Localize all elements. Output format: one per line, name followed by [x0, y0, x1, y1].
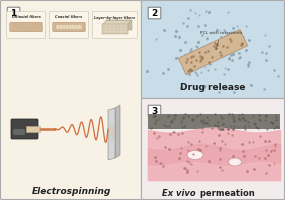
FancyBboxPatch shape: [7, 11, 46, 38]
FancyBboxPatch shape: [14, 130, 24, 134]
Text: Electrospinning: Electrospinning: [31, 188, 111, 196]
Text: Uniaxial fibers: Uniaxial fibers: [12, 16, 40, 20]
Text: Coaxial fibers: Coaxial fibers: [55, 16, 83, 20]
FancyBboxPatch shape: [50, 11, 89, 38]
Polygon shape: [115, 105, 120, 158]
FancyBboxPatch shape: [53, 22, 85, 32]
Ellipse shape: [229, 158, 241, 166]
FancyBboxPatch shape: [26, 126, 40, 132]
Text: PCL with tofacitinib: PCL with tofacitinib: [200, 31, 242, 50]
FancyBboxPatch shape: [141, 98, 284, 200]
FancyBboxPatch shape: [1, 0, 141, 200]
FancyBboxPatch shape: [7, 7, 20, 19]
Polygon shape: [102, 24, 128, 34]
FancyBboxPatch shape: [141, 0, 284, 98]
Polygon shape: [108, 108, 115, 160]
Text: 2: 2: [151, 8, 158, 18]
Text: permeation: permeation: [197, 188, 255, 198]
Text: 1: 1: [10, 8, 17, 18]
Text: 3: 3: [151, 106, 158, 116]
FancyBboxPatch shape: [56, 24, 82, 30]
FancyBboxPatch shape: [148, 7, 161, 19]
Bar: [148, 114, 280, 129]
FancyBboxPatch shape: [93, 11, 137, 38]
Polygon shape: [178, 29, 248, 75]
Text: Ex vivo: Ex vivo: [162, 188, 196, 198]
FancyBboxPatch shape: [10, 22, 42, 32]
Text: Layer-by-layer fibers: Layer-by-layer fibers: [94, 16, 136, 20]
FancyBboxPatch shape: [148, 105, 161, 117]
Ellipse shape: [187, 150, 203, 160]
Text: Drug release: Drug release: [180, 82, 246, 92]
FancyBboxPatch shape: [11, 119, 38, 139]
Polygon shape: [106, 20, 132, 30]
Polygon shape: [102, 20, 132, 24]
